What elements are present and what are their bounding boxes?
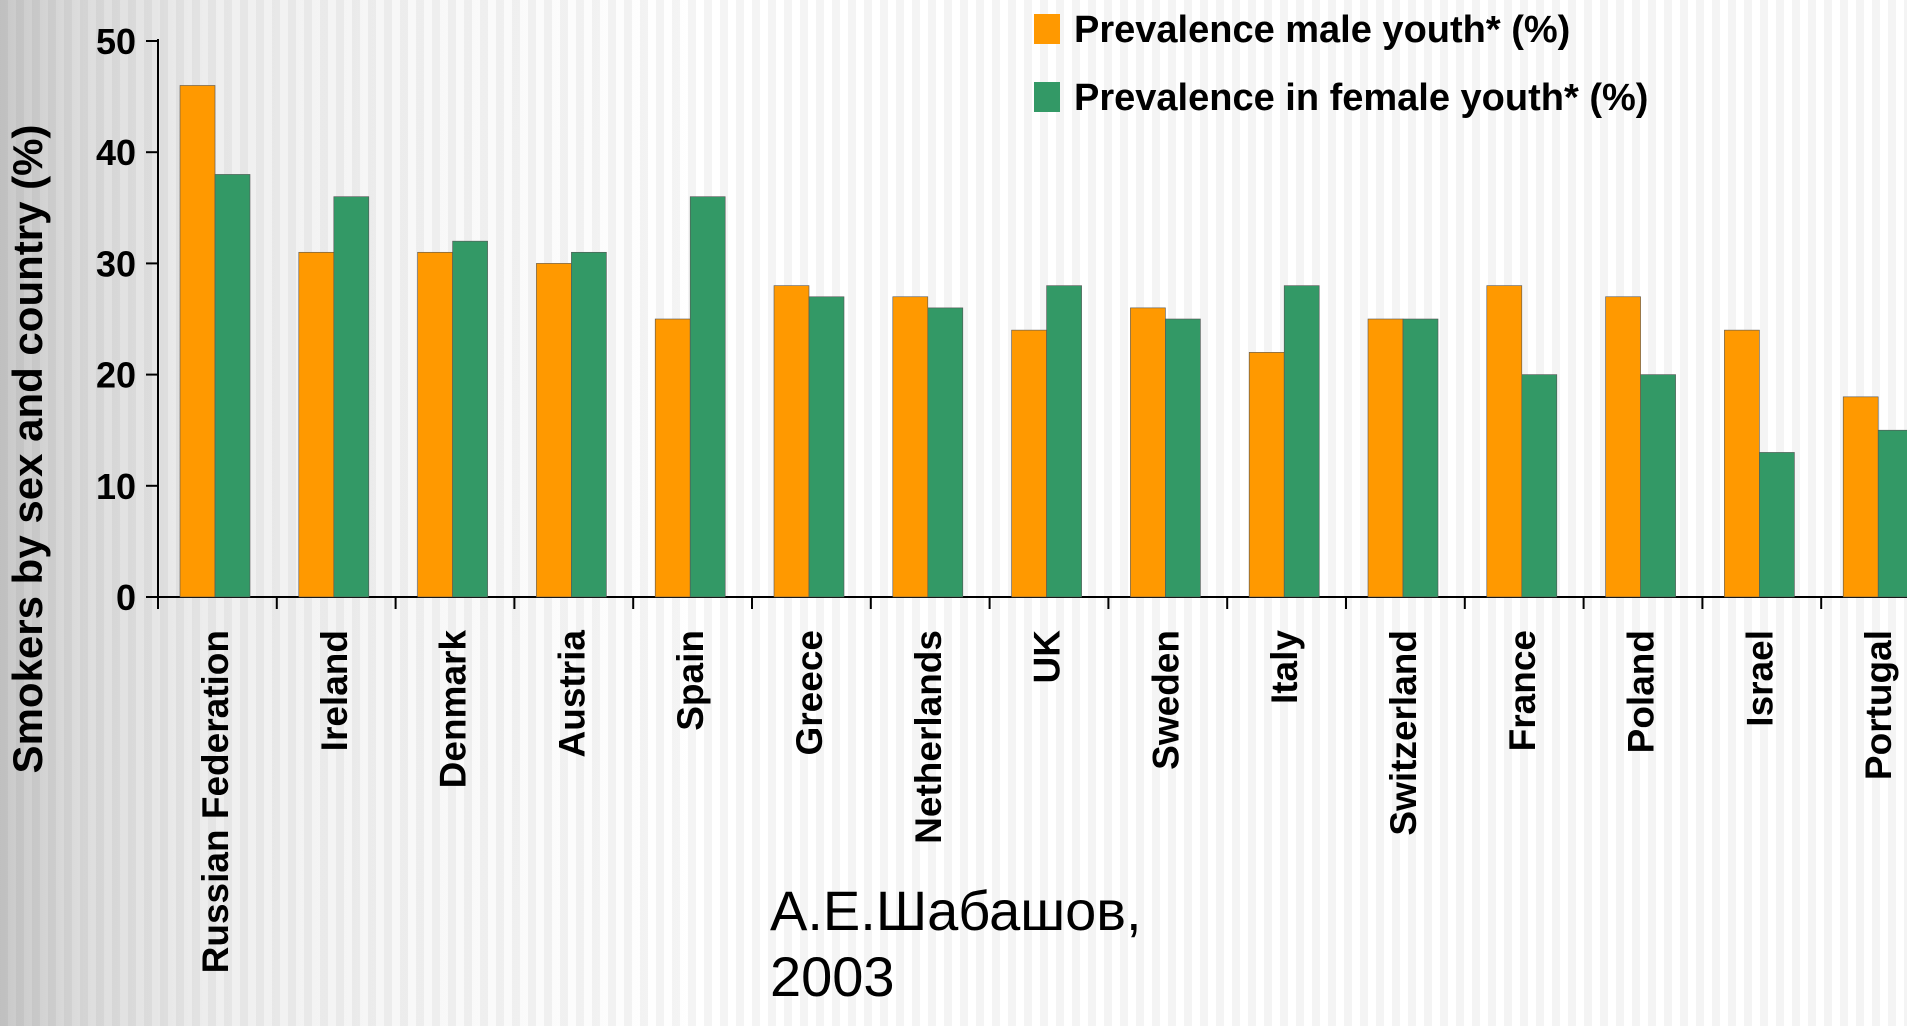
annotation-line-2: 2003 bbox=[770, 945, 895, 1008]
bar-male-austria bbox=[536, 263, 572, 598]
x-tick-label: Switzerland bbox=[1383, 630, 1424, 836]
bar-female-switzerland bbox=[1402, 318, 1439, 598]
bar-male-italy bbox=[1248, 352, 1285, 598]
y-ticks: 0 10 20 30 40 50 bbox=[96, 21, 158, 618]
bar-male-switzerland bbox=[1367, 318, 1404, 598]
x-tick-label: Netherlands bbox=[908, 630, 949, 844]
legend-swatch-male bbox=[1034, 14, 1060, 44]
x-tick-label: Austria bbox=[551, 630, 592, 758]
y-tick-label: 40 bbox=[96, 132, 136, 173]
y-tick-label: 50 bbox=[96, 21, 136, 62]
bar-female-sweden bbox=[1165, 318, 1201, 598]
bar-female-italy bbox=[1283, 285, 1320, 598]
annotation-line-1: А.Е.Шабашов, bbox=[770, 879, 1142, 942]
bar-male-france bbox=[1486, 285, 1523, 598]
x-tick-label: France bbox=[1502, 630, 1543, 751]
bar-male-greece bbox=[773, 285, 810, 598]
x-tick-label: Israel bbox=[1739, 630, 1780, 727]
x-tick-label: Greece bbox=[789, 630, 830, 756]
y-tick-label: 20 bbox=[96, 355, 136, 396]
bar-male-netherlands bbox=[892, 296, 929, 598]
bar-male-uk bbox=[1011, 329, 1047, 598]
bar-female-austria bbox=[571, 251, 607, 598]
y-tick-label: 0 bbox=[116, 577, 136, 618]
legend-label-female: Prevalence in female youth* (%) bbox=[1074, 77, 1648, 119]
x-tick-label: Italy bbox=[1264, 630, 1305, 704]
bar-female-netherlands bbox=[927, 307, 964, 598]
bar-male-ireland bbox=[298, 251, 335, 598]
bar-male-poland bbox=[1605, 296, 1641, 598]
bar-male-portugal bbox=[1842, 396, 1879, 598]
bar-female-poland bbox=[1640, 374, 1676, 598]
bar-female-ireland bbox=[333, 196, 370, 598]
y-axis-label-group: Smokers by sex and country (%) bbox=[4, 125, 51, 774]
bar-male-denmark bbox=[417, 251, 453, 598]
x-tick-label: Denmark bbox=[433, 630, 474, 789]
bar-female-spain bbox=[689, 196, 726, 598]
bar-male-spain bbox=[654, 318, 691, 598]
y-tick-label: 30 bbox=[96, 243, 136, 284]
bars bbox=[179, 85, 1907, 598]
bar-female-france bbox=[1521, 374, 1558, 598]
bar-female-greece bbox=[808, 296, 845, 598]
x-tick-label: Portugal bbox=[1858, 630, 1899, 780]
legend: Prevalence male youth* (%) Prevalence in … bbox=[1034, 9, 1648, 119]
legend-swatch-female bbox=[1034, 82, 1060, 112]
x-tick-label: Spain bbox=[670, 630, 711, 731]
x-tick-label: Ireland bbox=[314, 630, 355, 751]
y-axis-label: Smokers by sex and country (%) bbox=[4, 125, 51, 774]
x-tick-label: Russian Federation bbox=[195, 630, 236, 973]
bar-female-uk bbox=[1046, 285, 1082, 598]
bar-female-denmark bbox=[452, 240, 488, 598]
x-labels: Russian Federation Ireland Denmark Austria S… bbox=[195, 630, 1899, 974]
x-tick-label: Poland bbox=[1621, 630, 1662, 753]
bar-male-israel bbox=[1724, 329, 1760, 598]
bar-female-portugal bbox=[1877, 429, 1907, 598]
bar-male-sweden bbox=[1130, 307, 1166, 598]
bar-female-russian-federation bbox=[214, 174, 251, 598]
bar-male-russian-federation bbox=[179, 85, 216, 598]
bar-female-israel bbox=[1759, 452, 1795, 598]
y-tick-label: 10 bbox=[96, 466, 136, 507]
x-tick-label: Sweden bbox=[1145, 630, 1186, 770]
legend-label-male: Prevalence male youth* (%) bbox=[1074, 9, 1570, 51]
x-tick-label: UK bbox=[1027, 630, 1068, 684]
author-annotation: А.Е.Шабашов, 2003 bbox=[770, 878, 1142, 1010]
